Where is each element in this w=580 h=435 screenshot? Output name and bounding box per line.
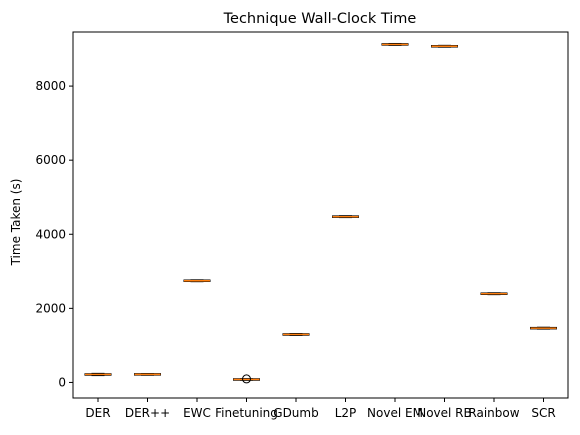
chart-title: Technique Wall-Clock Time — [223, 11, 417, 27]
box-scr — [530, 326, 557, 330]
x-tick-label: GDumb — [273, 406, 318, 420]
box-novel-rb — [431, 44, 458, 48]
box-ewc — [183, 279, 211, 283]
x-tick-label: Rainbow — [468, 406, 519, 420]
box-novel-em — [381, 42, 409, 46]
box-l2p — [332, 215, 359, 219]
outlier-point — [242, 374, 251, 384]
x-tick-label: L2P — [335, 406, 357, 420]
x-tick-label: Novel RB — [417, 406, 472, 420]
y-tick-label: 4000 — [35, 227, 66, 241]
box-der — [84, 372, 112, 377]
x-tick-label: Finetuning — [215, 406, 278, 420]
y-axis-label: Time Taken (s) — [9, 179, 23, 267]
box-rainbow — [480, 292, 508, 296]
y-tick-label: 8000 — [35, 79, 66, 93]
box-finetuning — [233, 374, 260, 384]
x-tick-label: Novel EM — [367, 406, 423, 420]
y-tick-label: 0 — [58, 375, 66, 389]
y-tick-label: 2000 — [35, 301, 66, 315]
y-axis-ticks: 0 2000 4000 6000 8000 — [35, 79, 73, 389]
box-gdumb — [282, 333, 310, 336]
box-der- — [134, 373, 161, 376]
x-tick-label: SCR — [531, 406, 555, 420]
x-tick-label: DER++ — [125, 406, 170, 420]
x-tick-label: DER — [85, 406, 110, 420]
plot-frame — [72, 31, 569, 399]
y-tick-label: 6000 — [35, 153, 66, 167]
x-tick-label: EWC — [183, 406, 211, 420]
box-series — [84, 42, 557, 384]
